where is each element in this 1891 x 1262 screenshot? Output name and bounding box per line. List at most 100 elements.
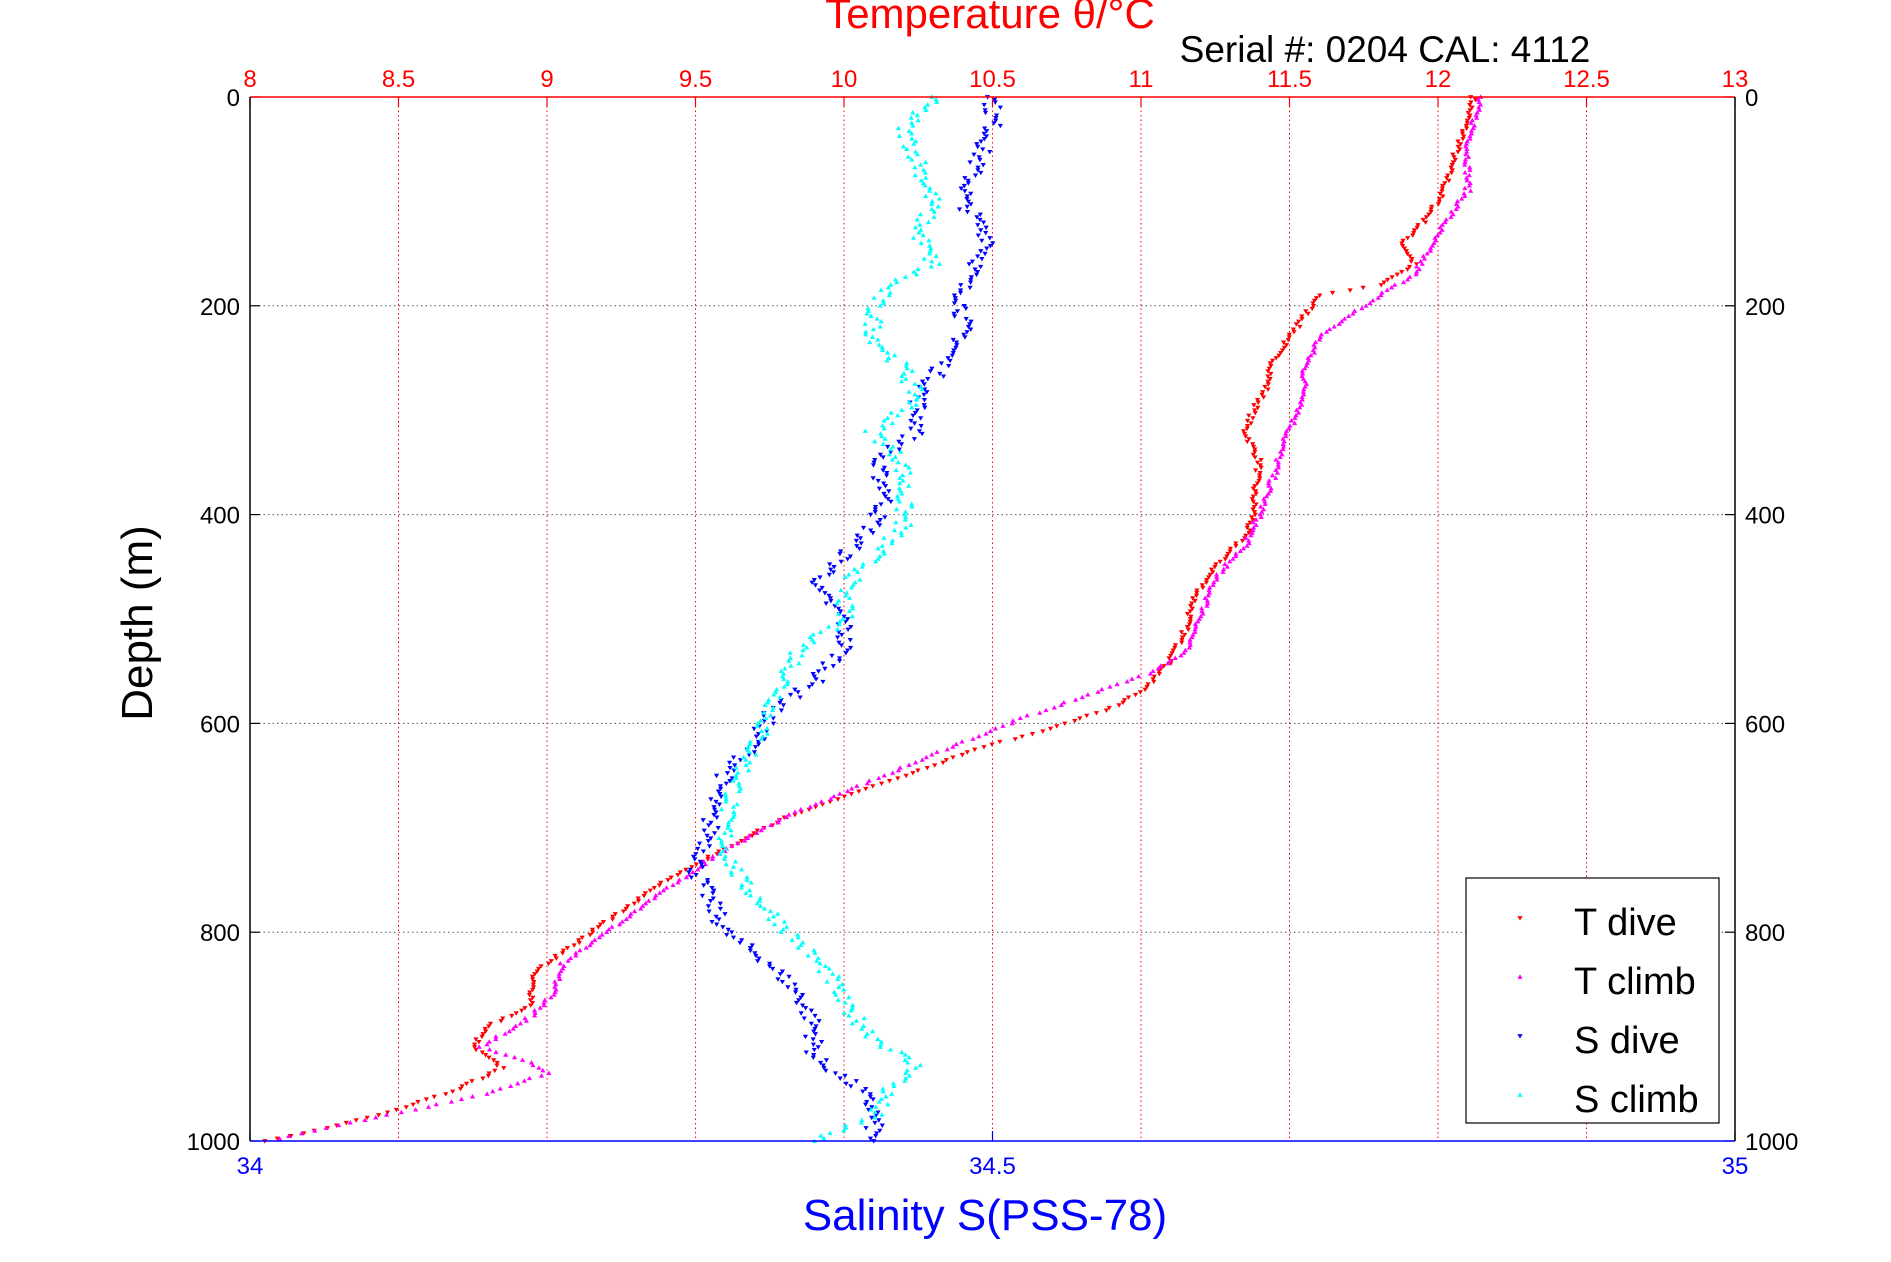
marker-s-dive	[997, 105, 1003, 111]
marker-t-climb	[1095, 689, 1101, 694]
marker-t-climb	[521, 1078, 527, 1083]
marker-s-climb	[780, 926, 786, 932]
marker-t-dive	[1204, 578, 1210, 583]
marker-s-dive	[967, 160, 973, 165]
marker-s-dive	[898, 442, 905, 447]
marker-t-dive	[932, 763, 938, 768]
marker-s-climb	[891, 1083, 897, 1089]
marker-s-dive	[848, 645, 854, 651]
marker-t-dive	[1251, 510, 1258, 515]
marker-s-dive	[899, 434, 905, 439]
marker-s-dive	[847, 554, 854, 559]
marker-t-climb	[1073, 697, 1079, 702]
marker-t-dive	[1252, 455, 1258, 460]
marker-s-dive	[753, 953, 759, 959]
marker-s-dive	[714, 922, 720, 927]
marker-t-dive	[1212, 564, 1218, 570]
marker-t-climb	[538, 1073, 545, 1078]
marker-s-climb	[906, 128, 912, 133]
marker-t-dive	[498, 1019, 504, 1024]
marker-t-dive	[1439, 189, 1445, 194]
marker-s-dive	[885, 497, 891, 502]
marker-s-climb	[757, 898, 763, 903]
marker-t-climb	[1359, 305, 1365, 311]
marker-s-dive	[854, 544, 860, 549]
marker-t-dive	[1156, 671, 1162, 677]
marker-t-dive	[548, 959, 554, 964]
marker-t-climb	[828, 796, 834, 801]
marker-t-climb	[1464, 175, 1470, 180]
marker-s-climb	[910, 235, 917, 240]
marker-s-dive	[978, 228, 984, 233]
x-top-tick-label: 10.5	[969, 66, 1016, 93]
marker-t-dive	[1054, 724, 1060, 729]
marker-t-climb	[1346, 313, 1352, 319]
marker-t-dive	[1233, 544, 1239, 549]
marker-s-climb	[757, 718, 764, 723]
marker-t-dive	[612, 912, 618, 917]
marker-t-dive	[560, 948, 566, 954]
marker-s-dive	[698, 862, 705, 867]
marker-s-climb	[928, 264, 934, 269]
marker-t-dive	[1258, 457, 1264, 463]
marker-t-climb	[1297, 404, 1303, 410]
marker-s-climb	[873, 1104, 879, 1109]
marker-t-climb	[1475, 97, 1481, 102]
y-axis-label: Depth (m)	[113, 525, 162, 721]
marker-t-climb	[1224, 564, 1230, 569]
marker-t-dive	[1278, 350, 1284, 356]
marker-s-climb	[861, 1023, 867, 1028]
marker-s-dive	[821, 1066, 827, 1071]
marker-t-dive	[1194, 591, 1200, 596]
marker-t-dive	[483, 1029, 489, 1034]
marker-s-climb	[744, 874, 750, 880]
marker-s-climb	[827, 1130, 833, 1135]
marker-t-climb	[631, 908, 638, 914]
marker-t-dive	[492, 1068, 498, 1074]
marker-t-climb	[1404, 277, 1411, 282]
marker-s-climb	[905, 1060, 911, 1065]
marker-t-climb	[1269, 472, 1276, 478]
marker-s-dive	[709, 886, 715, 891]
marker-s-climb	[786, 658, 792, 663]
marker-s-dive	[751, 750, 758, 755]
marker-s-climb	[929, 201, 935, 206]
marker-t-dive	[1233, 541, 1239, 546]
marker-t-dive	[1084, 713, 1090, 719]
marker-s-dive	[705, 904, 711, 909]
marker-t-dive	[1469, 105, 1475, 111]
marker-s-climb	[914, 151, 921, 157]
marker-s-climb	[886, 292, 892, 298]
marker-t-dive	[1168, 661, 1174, 666]
marker-s-climb	[909, 136, 915, 141]
marker-t-climb	[1468, 188, 1474, 193]
marker-s-climb	[903, 376, 909, 381]
marker-t-climb	[864, 780, 870, 786]
legend-item: S dive	[1517, 1020, 1680, 1062]
marker-s-climb	[849, 1020, 856, 1026]
x-top-tick-label: 11.5	[1267, 66, 1312, 93]
marker-t-dive	[1467, 108, 1473, 113]
marker-s-dive	[699, 893, 705, 899]
marker-t-dive	[527, 990, 533, 995]
marker-t-climb	[551, 992, 557, 997]
marker-s-dive	[809, 682, 815, 687]
marker-s-climb	[765, 699, 771, 705]
marker-t-climb	[1437, 230, 1443, 235]
marker-s-dive	[876, 486, 883, 492]
marker-s-climb	[909, 501, 915, 506]
marker-s-dive	[981, 103, 987, 108]
marker-t-dive	[716, 849, 722, 854]
marker-t-dive	[1253, 489, 1259, 494]
marker-s-dive	[716, 917, 722, 922]
marker-s-dive	[712, 831, 718, 836]
marker-t-dive	[964, 750, 970, 755]
marker-s-climb	[767, 908, 774, 914]
marker-t-dive	[1254, 397, 1261, 403]
marker-t-climb	[1211, 579, 1217, 585]
marker-s-dive	[877, 1128, 883, 1134]
marker-t-dive	[1381, 280, 1387, 285]
marker-t-dive	[1179, 640, 1185, 646]
marker-s-dive	[708, 797, 714, 802]
marker-t-climb	[1129, 676, 1135, 681]
